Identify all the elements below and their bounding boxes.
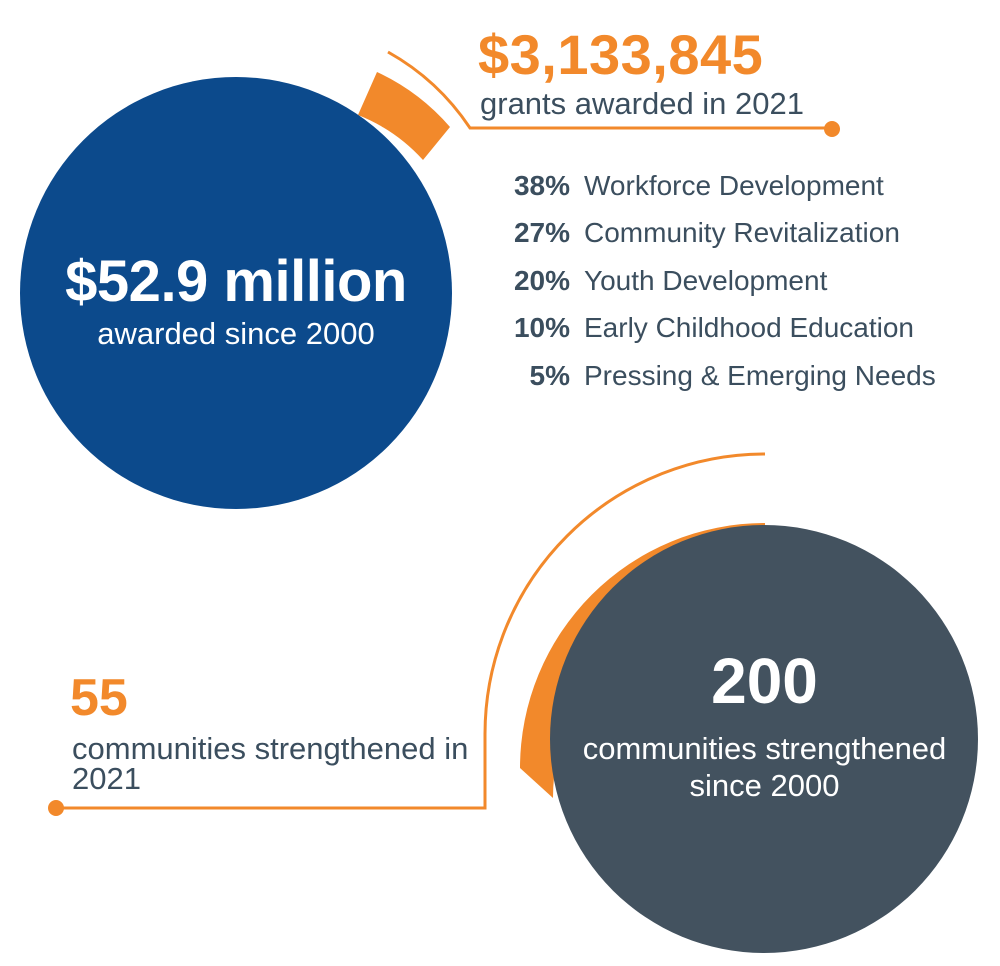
breakdown-item: 27% Community Revitalization [480, 210, 980, 258]
breakdown-item: 5% Pressing & Emerging Needs [480, 352, 980, 400]
grant-category-breakdown: 38% Workforce Development 27% Community … [480, 162, 980, 400]
breakdown-percent: 5% [529, 359, 570, 391]
total-awarded-circle [20, 77, 452, 509]
breakdown-percent: 27% [513, 217, 570, 249]
breakdown-category: Early Childhood Education [584, 312, 914, 344]
breakdown-category: Youth Development [584, 264, 828, 296]
breakdown-percent: 20% [513, 264, 570, 296]
breakdown-item: 38% Workforce Development [480, 162, 980, 210]
communities-2021-caption: communities strengthened in 2021 [72, 731, 469, 796]
communities-2021-count: 55 [70, 669, 128, 727]
communities-connector-dot [48, 800, 64, 816]
grants-2021-caption: grants awarded in 2021 [480, 86, 805, 121]
grants-connector-line [387, 50, 832, 130]
communities-total-count: 200 [711, 645, 818, 717]
breakdown-category: Pressing & Emerging Needs [584, 359, 936, 391]
breakdown-category: Workforce Development [584, 169, 884, 201]
breakdown-item: 20% Youth Development [480, 257, 980, 305]
total-awarded-caption: awarded since 2000 [97, 316, 375, 351]
total-awarded-amount: $52.9 million [65, 249, 407, 314]
grants-2021-amount: $3,133,845 [478, 23, 764, 86]
breakdown-percent: 10% [513, 312, 570, 344]
breakdown-percent: 38% [513, 169, 570, 201]
communities-connector-line [56, 452, 766, 810]
communities-total-circle [550, 525, 978, 953]
grants-arc-segment [358, 72, 450, 160]
communities-total-caption: communities strengthened since 2000 [582, 731, 947, 803]
breakdown-item: 10% Early Childhood Education [480, 305, 980, 353]
breakdown-category: Community Revitalization [584, 217, 900, 249]
grants-connector-dot [824, 121, 840, 137]
